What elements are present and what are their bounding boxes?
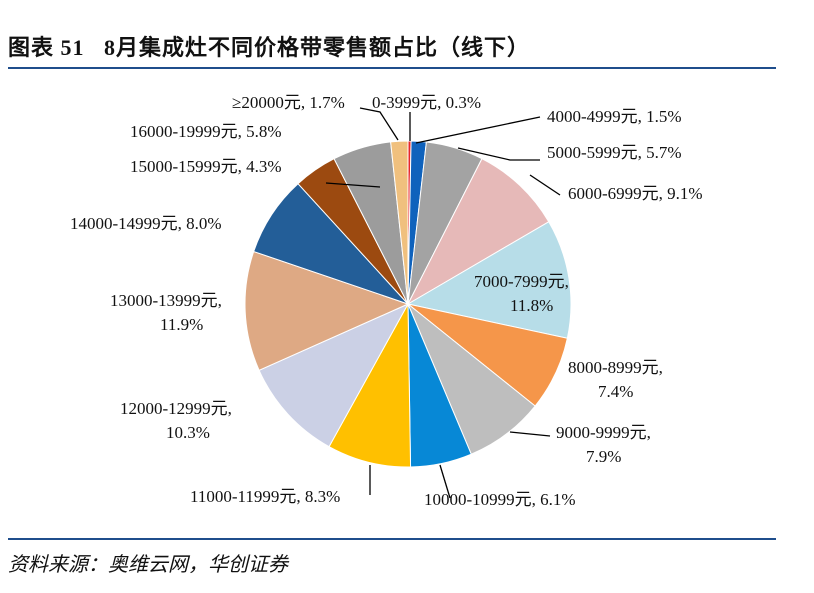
- pie-slice: [390, 140, 409, 305]
- data-label: 8000-8999元, 7.4%: [568, 358, 663, 401]
- leader-line: [509, 431, 551, 437]
- leader-line: [457, 147, 540, 161]
- data-label: 16000-19999元, 5.8%: [130, 122, 282, 141]
- data-label: 13000-13999元, 11.9%: [110, 291, 222, 334]
- figure-title: 图表 51 8月集成灶不同价格带零售额占比（线下）: [8, 35, 531, 60]
- leader-line: [359, 107, 399, 141]
- source-rule: [8, 538, 776, 540]
- data-label: 5000-5999元, 5.7%: [547, 143, 682, 162]
- title-rule: [8, 67, 776, 69]
- data-label: 15000-15999元, 4.3%: [130, 157, 282, 176]
- data-label: 11000-11999元, 8.3%: [190, 487, 340, 506]
- source-note: 资料来源：奥维云网，华创证券: [8, 554, 288, 576]
- leader-line: [529, 174, 561, 196]
- data-label: 10000-10999元, 6.1%: [424, 490, 576, 509]
- pie-slice: [406, 221, 572, 339]
- data-label: 14000-14999元, 8.0%: [70, 214, 222, 233]
- leader-line: [325, 182, 381, 188]
- pie-slice: [244, 250, 410, 371]
- data-label: ≥20000元, 1.7%: [232, 93, 345, 112]
- leader-line: [415, 116, 541, 144]
- data-label: 12000-12999元, 10.3%: [120, 399, 232, 442]
- data-label: 9000-9999元, 7.9%: [556, 423, 651, 466]
- pie-slice: [258, 302, 410, 448]
- data-label: 7000-7999元, 11.8%: [474, 272, 569, 315]
- data-label: 4000-4999元, 1.5%: [547, 107, 682, 126]
- data-label: 0-3999元, 0.3%: [372, 93, 481, 112]
- leader-line: [439, 464, 451, 499]
- data-label: 6000-6999元, 9.1%: [568, 184, 703, 203]
- pie-slice: [406, 158, 550, 306]
